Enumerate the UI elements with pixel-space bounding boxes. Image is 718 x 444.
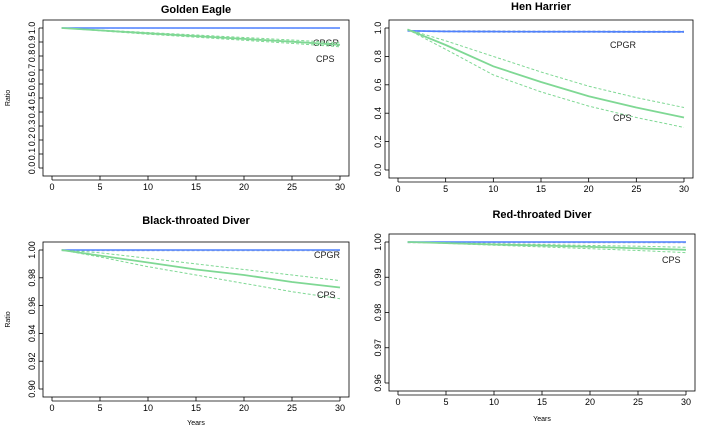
- y-tick-label: 0.0: [27, 162, 37, 175]
- y-tick-label: 0.99: [373, 268, 383, 286]
- x-tick-label: 20: [239, 182, 249, 192]
- x-tick-label: 20: [585, 397, 595, 407]
- series-cps-line: [407, 241, 687, 251]
- series-cps-line: [61, 249, 341, 289]
- series-cps-lower-ci: [61, 27, 341, 48]
- x-tick-label: 20: [584, 184, 594, 194]
- y-tick-label: 1.0: [373, 22, 383, 35]
- y-axis-title: Ratio: [5, 90, 12, 106]
- x-tick-label: 25: [287, 403, 297, 413]
- series-cps-upper-ci: [61, 27, 341, 44]
- x-tick-label: 20: [239, 403, 249, 413]
- x-tick-label: 10: [489, 397, 499, 407]
- series-cps: [61, 27, 341, 48]
- x-tick-label: 15: [537, 397, 547, 407]
- plot-frame: [42, 19, 350, 177]
- x-tick-label: 30: [679, 184, 689, 194]
- series-cps-line: [61, 27, 341, 46]
- x-tick-label: 30: [681, 397, 691, 407]
- series-cps-lower-ci: [61, 249, 341, 300]
- y-tick-label: 0.7: [27, 64, 37, 77]
- x-tick-label: 0: [49, 182, 54, 192]
- y-tick-label: 0.9: [27, 36, 37, 49]
- x-axis-title: Years: [533, 416, 551, 423]
- y-axis-title: Ratio: [5, 311, 12, 327]
- y-tick-label: 0.5: [27, 92, 37, 105]
- x-tick-label: 25: [633, 397, 643, 407]
- series-label-cpgr: CPGR: [314, 250, 341, 260]
- y-tick-label: 0.2: [27, 134, 37, 147]
- series-cpgr: [407, 30, 684, 33]
- y-tick-label: 0.3: [27, 120, 37, 133]
- series-cps: [407, 28, 685, 128]
- plot-frame: [42, 241, 350, 398]
- series-cpgr: [407, 241, 686, 244]
- x-tick-label: 15: [191, 403, 201, 413]
- y-tick-label: 0.1: [27, 148, 37, 161]
- chart-panel-2: Hen Harrier 0 5 10 15 20 25 30 0.0 0.2 0.4 0.6 0.8 1.…: [373, 1, 694, 194]
- y-tick-label: 0.2: [373, 135, 383, 148]
- chart-panel-4: Red-throated Diver 0 5 10 15 20 25 30 0.96 0.97 0.…: [373, 209, 696, 423]
- y-tick-label: 1.0: [27, 22, 37, 35]
- series-cps-line: [407, 28, 685, 119]
- series-cps-lower-ci: [407, 241, 687, 254]
- series-cps-lower-ci: [407, 28, 685, 128]
- x-tick-label: 15: [191, 182, 201, 192]
- y-tick-label: 0.4: [373, 107, 383, 120]
- series-label-cpgr: CPGR: [610, 40, 637, 50]
- series-cps-upper-ci: [407, 241, 687, 248]
- y-tick-label: 0.4: [27, 106, 37, 119]
- series-label-cps: CPS: [613, 113, 632, 123]
- series-label-cps: CPS: [662, 255, 681, 265]
- y-tick-label: 0.8: [373, 50, 383, 63]
- y-tick-label: 0.6: [27, 78, 37, 91]
- x-tick-label: 5: [97, 403, 102, 413]
- x-tick-label: 25: [631, 184, 641, 194]
- y-tick-label: 0.98: [373, 304, 383, 322]
- x-tick-label: 10: [143, 182, 153, 192]
- x-tick-label: 0: [395, 184, 400, 194]
- x-tick-label: 10: [488, 184, 498, 194]
- y-tick-label: 0.98: [27, 269, 37, 287]
- x-tick-label: 25: [287, 182, 297, 192]
- y-tick-label: 0.8: [27, 50, 37, 63]
- y-tick-label: 0.92: [27, 352, 37, 370]
- x-tick-label: 10: [143, 403, 153, 413]
- y-tick-label: 1.00: [373, 233, 383, 251]
- chart-panel-3: Black-throated Diver 0 5 10 15 20 25 30 0.90 0.92…: [5, 215, 350, 427]
- y-tick-label: 1.00: [27, 241, 37, 259]
- x-axis-title: Years: [187, 420, 205, 427]
- y-tick-label: 0.96: [27, 297, 37, 315]
- x-tick-label: 15: [536, 184, 546, 194]
- series-cps: [61, 249, 341, 300]
- x-tick-label: 5: [443, 397, 448, 407]
- x-tick-label: 5: [443, 184, 448, 194]
- plot-frame: [388, 233, 696, 392]
- y-tick-label: 0.97: [373, 339, 383, 357]
- chart-title: Red-throated Diver: [492, 209, 592, 221]
- series-label-cpgr: CPGR: [313, 38, 340, 48]
- chart-title: Black-throated Diver: [142, 215, 250, 227]
- series-cpgr-line: [407, 30, 684, 33]
- series-cps: [407, 241, 687, 254]
- series-cps-upper-ci: [407, 28, 685, 108]
- x-tick-label: 30: [335, 403, 345, 413]
- x-tick-label: 30: [335, 182, 345, 192]
- chart-title: Golden Eagle: [161, 4, 231, 16]
- y-tick-label: 0.90: [27, 380, 37, 398]
- x-tick-label: 0: [49, 403, 54, 413]
- series-cpgr: [61, 249, 340, 252]
- chart-title: Hen Harrier: [511, 1, 572, 13]
- y-tick-label: 0.0: [373, 164, 383, 177]
- y-tick-label: 0.6: [373, 79, 383, 92]
- y-tick-label: 0.94: [27, 325, 37, 343]
- x-tick-label: 0: [395, 397, 400, 407]
- x-tick-label: 5: [97, 182, 102, 192]
- series-label-cps: CPS: [317, 290, 336, 300]
- series-label-cps: CPS: [316, 54, 335, 64]
- series-cps-upper-ci: [61, 249, 341, 282]
- y-tick-label: 0.96: [373, 374, 383, 392]
